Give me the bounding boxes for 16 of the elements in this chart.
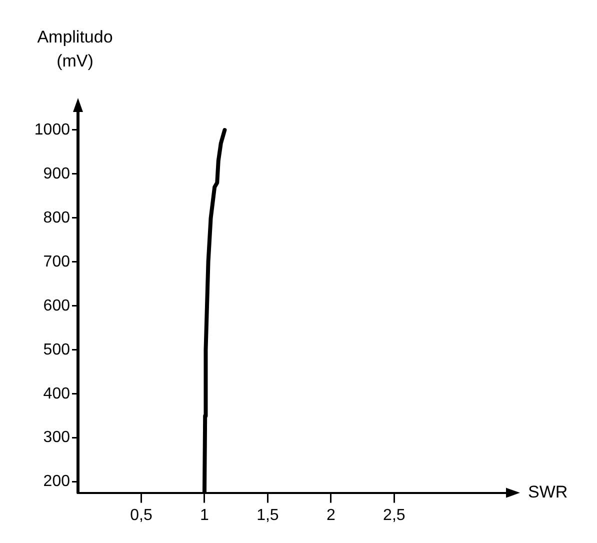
x-tick-label: 2,5 <box>383 506 406 524</box>
y-tick-label: 200 <box>43 473 70 490</box>
x-tick-label: 1 <box>200 506 210 524</box>
y-tick-label: 500 <box>43 341 70 358</box>
y-tick-label: 800 <box>43 209 70 226</box>
x-axis-title: SWR <box>528 482 568 502</box>
y-axis-title: Amplitudo (mV) <box>37 28 113 71</box>
y-tick-label: 700 <box>43 253 70 270</box>
y-tick-label: 1000 <box>34 121 70 138</box>
x-tick-label: 1,5 <box>256 506 279 524</box>
x-tick-label: 0,5 <box>130 506 152 524</box>
x-tick-label: 2 <box>326 506 336 524</box>
y-tick-label: 400 <box>43 385 70 402</box>
y-tick-label: 600 <box>43 297 70 314</box>
y-tick-label: 900 <box>43 165 70 182</box>
y-tick-label: 300 <box>43 429 70 446</box>
